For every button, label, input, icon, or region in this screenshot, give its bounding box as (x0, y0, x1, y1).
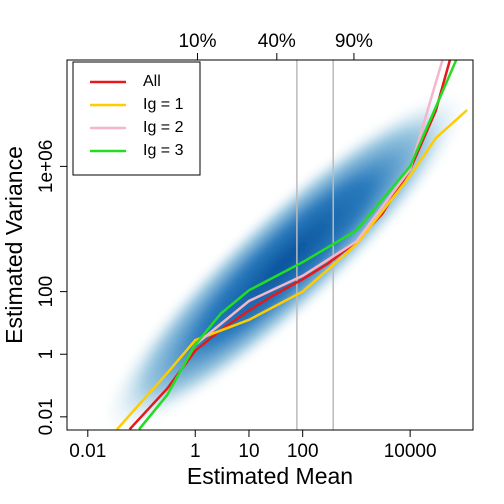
top-tick-label: 10% (178, 31, 216, 52)
y-tick-label: 0.01 (36, 398, 57, 435)
y-tick-label: 100 (36, 276, 57, 308)
y-tick-label: 1 (36, 349, 57, 360)
top-tick-label: 40% (258, 31, 296, 52)
x-tick-label: 10 (238, 441, 259, 462)
top-tick-label: 90% (335, 31, 373, 52)
x-tick-label: 0.01 (69, 441, 106, 462)
legend-label: Ig = 3 (143, 142, 184, 159)
legend-label: All (143, 73, 161, 90)
x-tick-label: 1 (190, 441, 201, 462)
x-tick-label: 10000 (384, 441, 437, 462)
series-line (138, 60, 458, 430)
x-axis-title: Estimated Mean (187, 463, 353, 489)
legend-label: Ig = 2 (143, 119, 184, 136)
series-line (116, 109, 468, 430)
legend-label: Ig = 1 (143, 96, 184, 113)
x-tick-label: 100 (287, 441, 319, 462)
y-axis-title: Estimated Variance (1, 146, 27, 344)
y-tick-label: 1e+06 (36, 140, 57, 193)
